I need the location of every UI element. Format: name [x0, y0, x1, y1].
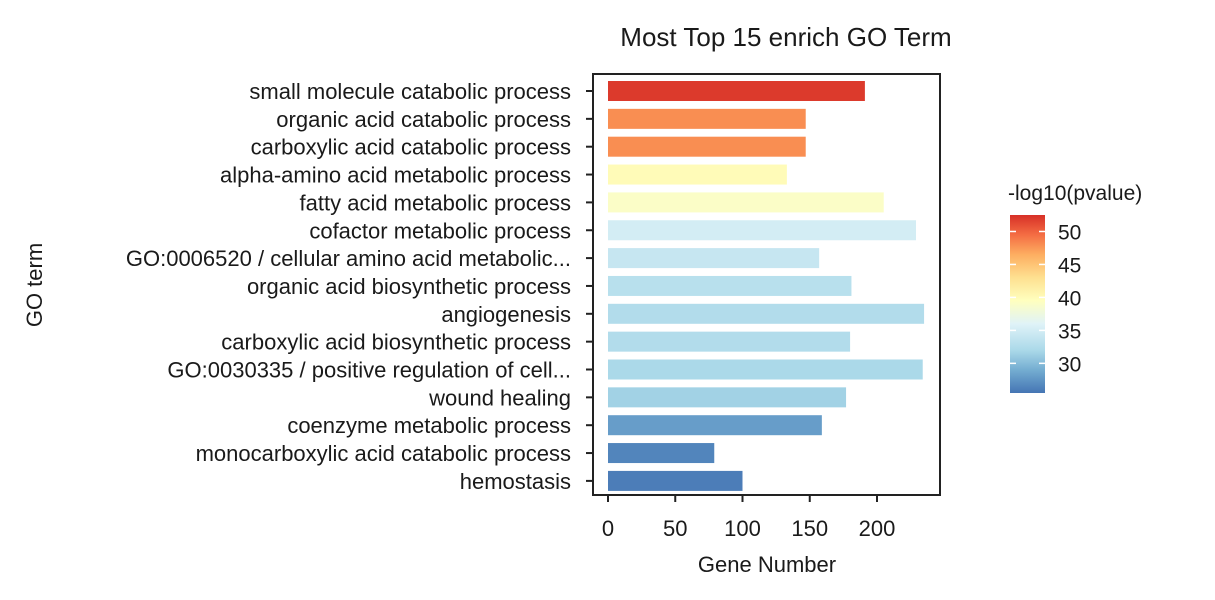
y-tick-label: hemostasis: [460, 469, 571, 494]
legend-tick-label: 40: [1058, 287, 1081, 310]
x-tick-label: 50: [663, 516, 687, 541]
y-tick-label: monocarboxylic acid catabolic process: [196, 441, 571, 466]
y-tick-label: organic acid catabolic process: [276, 107, 571, 132]
x-axis-title: Gene Number: [698, 552, 836, 577]
bar: [608, 415, 822, 436]
x-axis: 0 50 100 150 200: [602, 495, 895, 541]
x-tick-label: 100: [724, 516, 761, 541]
legend-tick-label: 30: [1058, 353, 1081, 376]
bar: [608, 359, 923, 380]
legend-tick-label: 45: [1058, 254, 1081, 277]
plot-panel-border: [592, 73, 941, 496]
y-tick-label: carboxylic acid catabolic process: [251, 135, 571, 160]
y-axis-tick-labels: small molecule catabolic process organic …: [126, 79, 593, 494]
x-tick-label: 0: [602, 516, 614, 541]
y-tick-label: GO:0006520 / cellular amino acid metabol…: [126, 246, 571, 271]
bar: [608, 136, 806, 157]
legend-color-bar: [1010, 215, 1045, 393]
y-tick-label: cofactor metabolic process: [309, 218, 571, 243]
bar: [608, 248, 820, 269]
y-tick-label: alpha-amino acid metabolic process: [220, 163, 571, 188]
bar-series: [608, 81, 925, 491]
y-axis-title: GO term: [22, 243, 47, 327]
y-tick-label: GO:0030335 / positive regulation of cell…: [167, 358, 571, 383]
legend-tick-label: 50: [1058, 221, 1081, 244]
bar: [608, 81, 865, 101]
chart-title: Most Top 15 enrich GO Term: [620, 22, 951, 52]
legend-ticks: 50 45 40 35 30: [1010, 221, 1081, 376]
x-tick-label: 150: [791, 516, 828, 541]
bar: [608, 387, 847, 408]
y-tick-label: small molecule catabolic process: [249, 79, 571, 104]
bar: [608, 331, 851, 352]
x-tick-label: 200: [859, 516, 896, 541]
bar: [608, 470, 743, 491]
bar: [608, 108, 806, 129]
y-tick-label: organic acid biosynthetic process: [247, 274, 571, 299]
bar: [608, 192, 884, 213]
bar: [608, 164, 787, 185]
y-tick-label: fatty acid metabolic process: [300, 190, 571, 215]
y-tick-label: coenzyme metabolic process: [287, 413, 571, 438]
bar: [608, 275, 852, 296]
color-legend: -log10(pvalue) 50 45 40 35 30: [1008, 182, 1142, 393]
y-tick-label: wound healing: [428, 385, 571, 410]
bar: [608, 303, 925, 324]
bar: [608, 220, 917, 241]
legend-tick-label: 35: [1058, 320, 1081, 343]
y-tick-label: angiogenesis: [441, 302, 571, 327]
legend-title: -log10(pvalue): [1008, 182, 1142, 205]
bar: [608, 443, 715, 464]
y-tick-label: carboxylic acid biosynthetic process: [221, 330, 571, 355]
